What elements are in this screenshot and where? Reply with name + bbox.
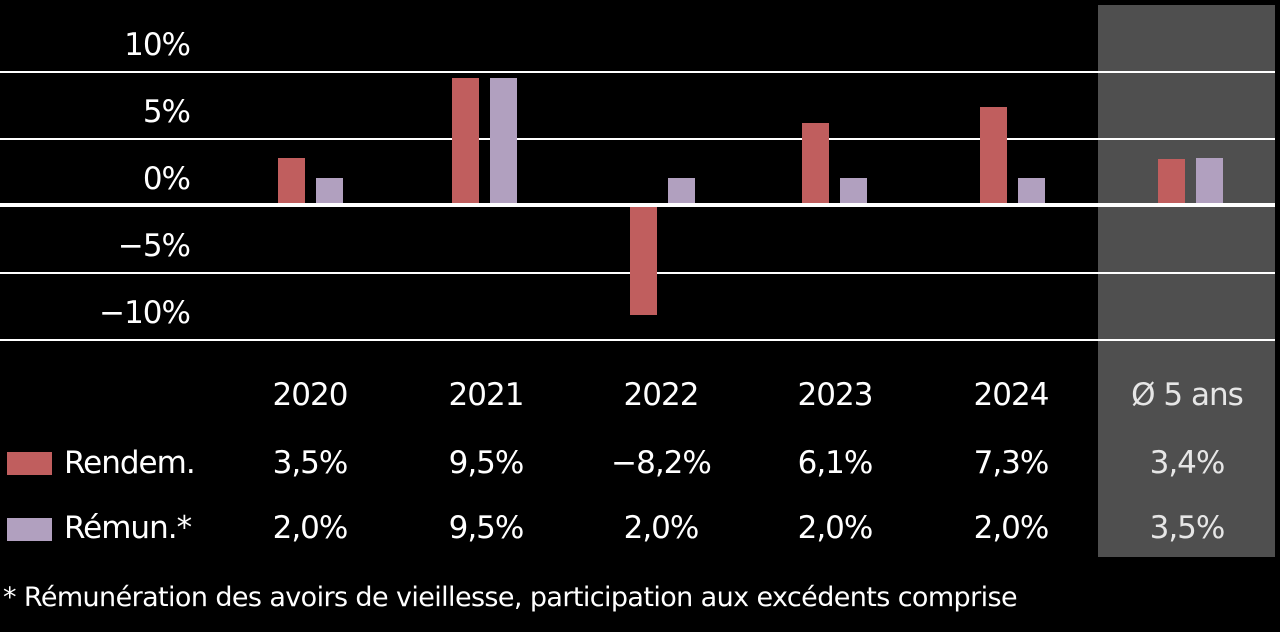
y-tick-label: 5%: [142, 94, 191, 130]
footnote: * Rémunération des avoirs de vieillesse,…: [3, 582, 1018, 613]
remun-value-2020: 2,0%: [272, 510, 349, 546]
rendem-value-2022: −8,2%: [611, 445, 712, 481]
bar-rendem-2021: [452, 77, 479, 205]
rendem-value-2021: 9,5%: [448, 445, 525, 481]
bar-rendem-2022: [630, 205, 657, 315]
y-tick-label: −5%: [117, 228, 191, 264]
legend-label-rendem: Rendem.: [64, 445, 196, 481]
bar-remun-2022: [668, 178, 695, 205]
bar-rendem-2020: [278, 158, 305, 205]
y-tick-label: 10%: [124, 27, 191, 63]
rendem-value-2020: 3,5%: [272, 445, 349, 481]
column-header-average: Ø 5 ans: [1131, 377, 1244, 413]
remun-value-2021: 9,5%: [448, 510, 525, 546]
bar-remun-2024: [1018, 178, 1045, 205]
gridline-minus-10: [0, 339, 1275, 341]
column-header-2021: 2021: [448, 377, 525, 413]
bar-remun-2020: [316, 178, 343, 205]
bar-remun-5ans: [1196, 158, 1223, 205]
legend-swatch-rendem: [7, 452, 52, 475]
legend-swatch-remun: [7, 518, 52, 541]
gridline-5: [0, 138, 1275, 140]
remun-value-2022: 2,0%: [623, 510, 700, 546]
column-header-2022: 2022: [623, 377, 700, 413]
bar-remun-2021: [490, 77, 517, 205]
y-tick-label: −10%: [99, 295, 191, 331]
bar-remun-2023: [840, 178, 867, 205]
remun-value-average: 3,5%: [1149, 510, 1226, 546]
five-year-average-panel: [1098, 5, 1275, 557]
remun-value-2024: 2,0%: [973, 510, 1050, 546]
column-header-2024: 2024: [973, 377, 1050, 413]
remun-value-2023: 2,0%: [797, 510, 874, 546]
column-header-2023: 2023: [797, 377, 874, 413]
bar-rendem-2024: [980, 107, 1007, 205]
y-tick-label: 0%: [142, 161, 191, 197]
bar-rendem-2023: [802, 123, 829, 205]
gridline-10: [0, 71, 1275, 73]
rendem-value-2024: 7,3%: [973, 445, 1050, 481]
column-header-2020: 2020: [272, 377, 349, 413]
zero-baseline: [0, 203, 1275, 207]
rendem-value-2023: 6,1%: [797, 445, 874, 481]
rendem-value-average: 3,4%: [1149, 445, 1226, 481]
bar-rendem-5ans: [1158, 159, 1185, 205]
legend-label-remun: Rémun.*: [64, 510, 192, 546]
